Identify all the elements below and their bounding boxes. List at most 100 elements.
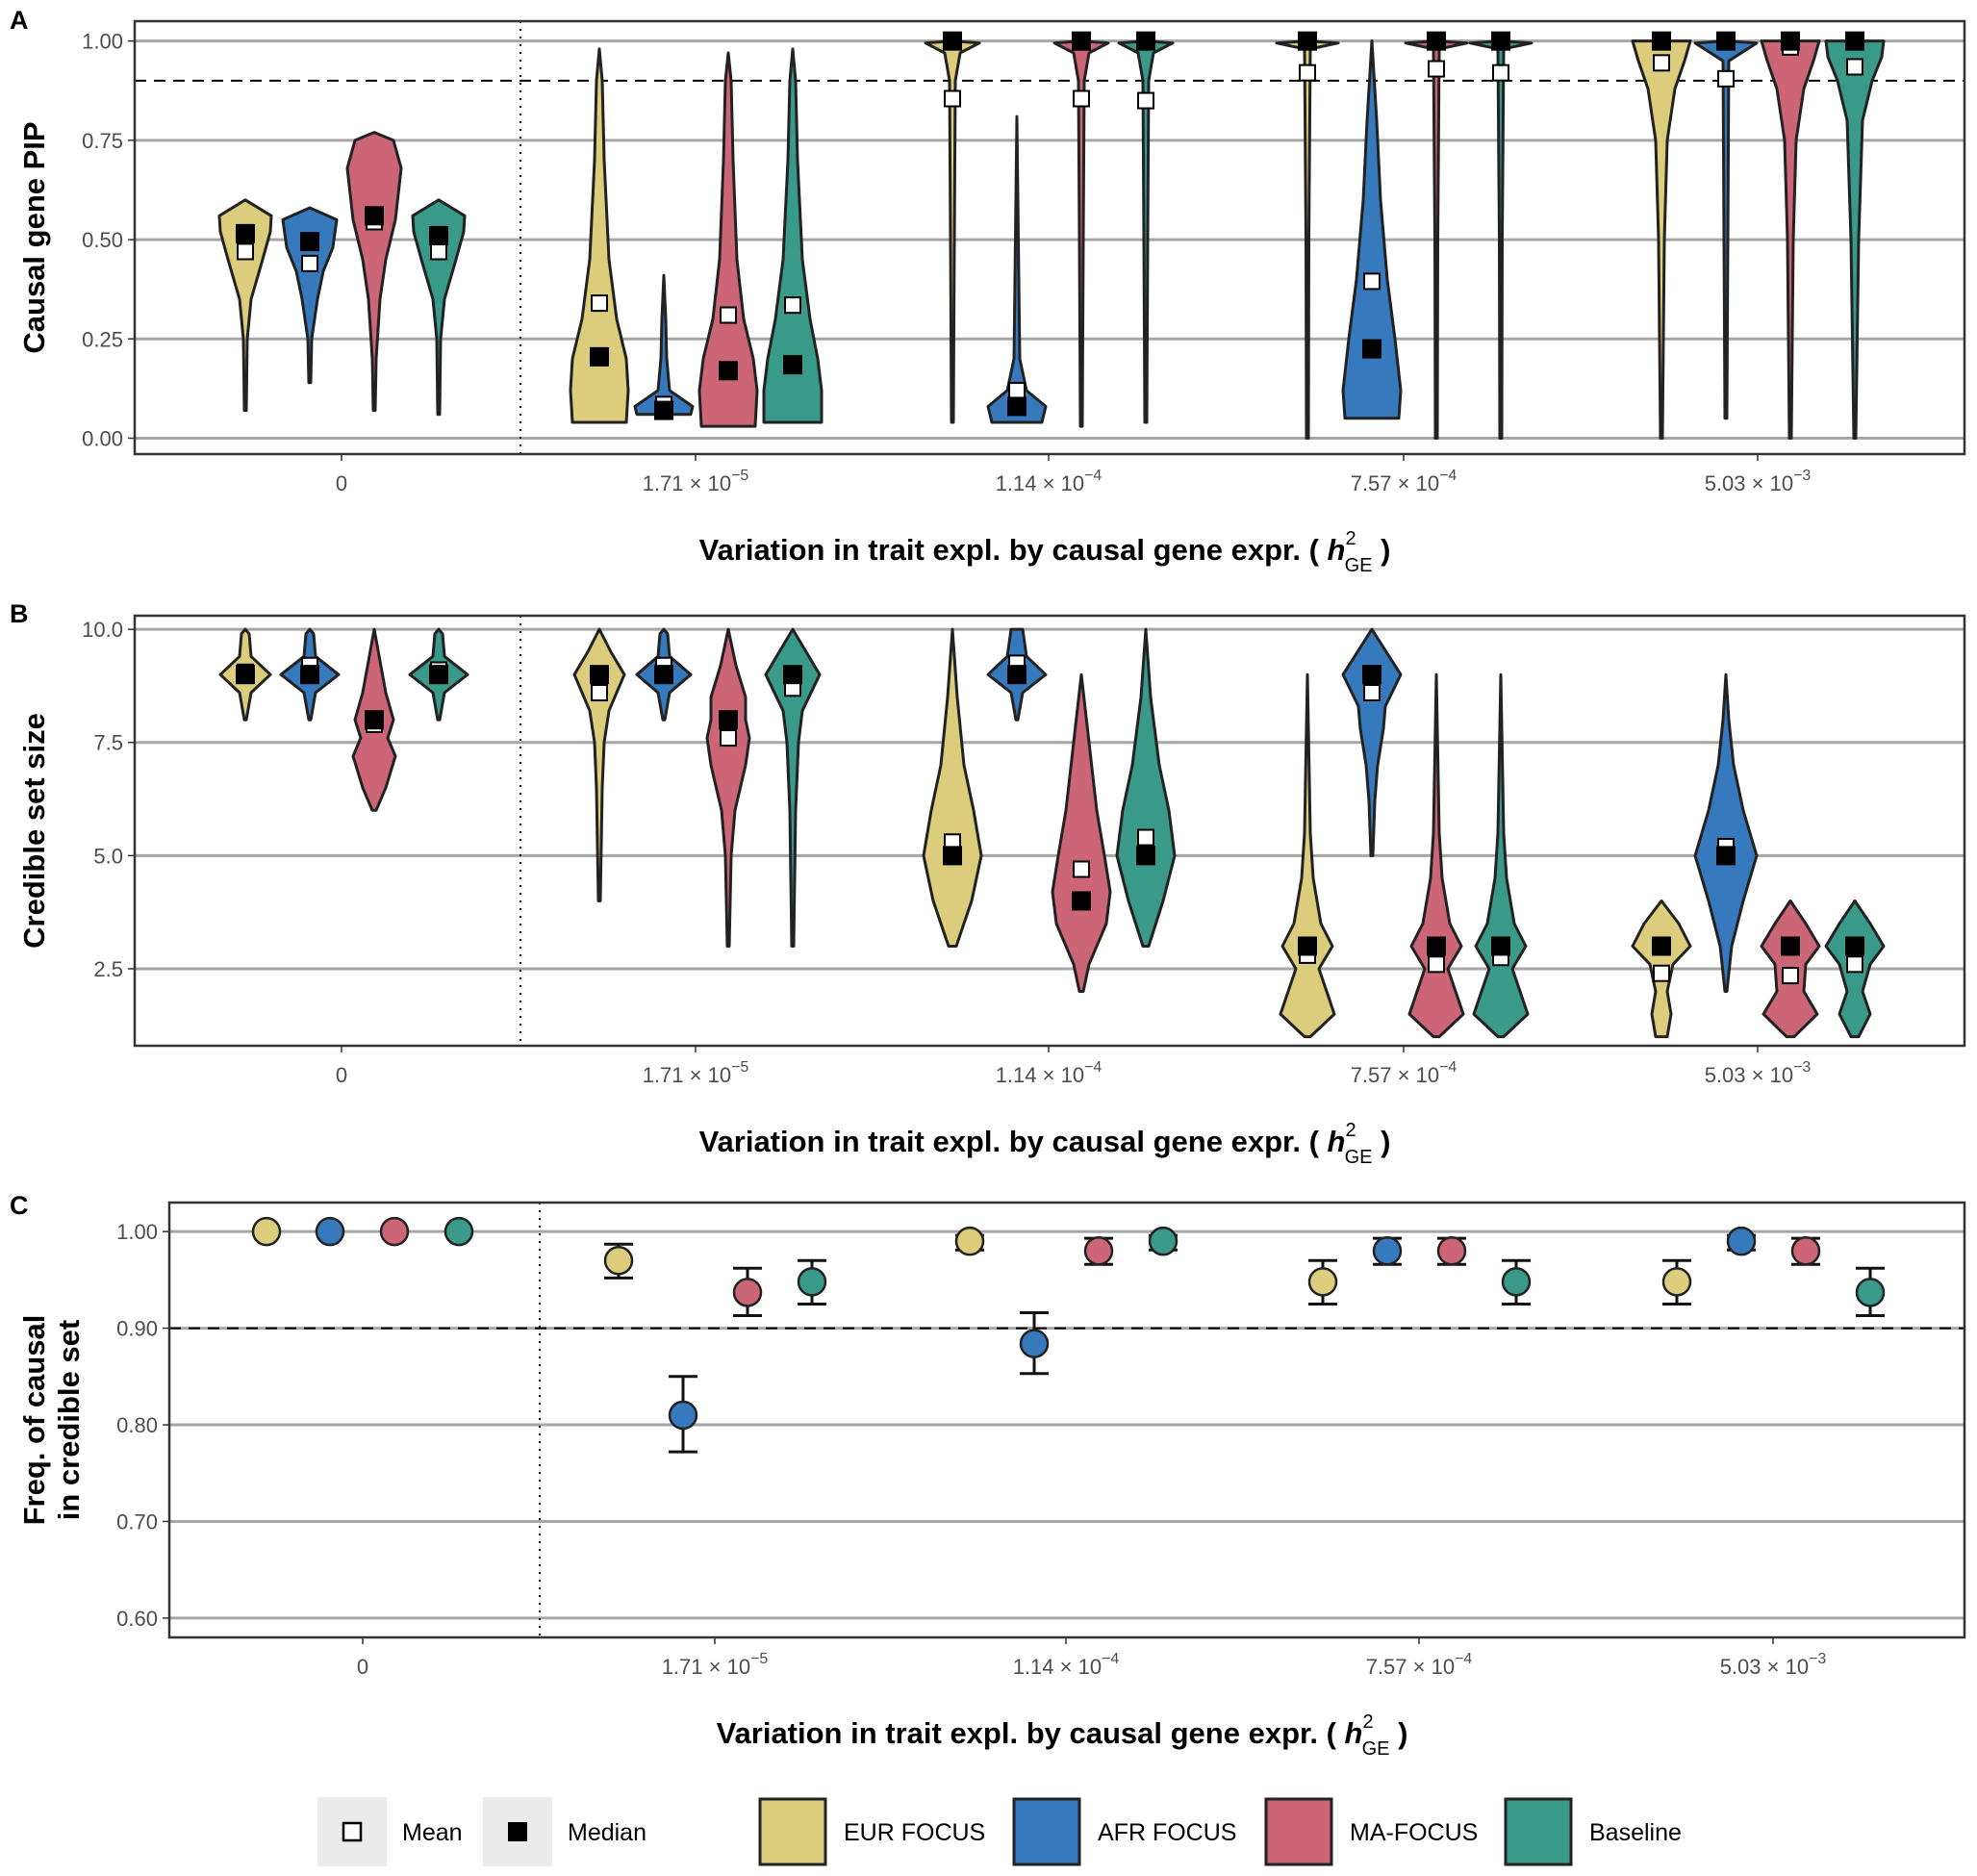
violin-afr-3	[1341, 39, 1403, 420]
median-marker-afr-1	[654, 665, 673, 685]
legend-label-afr-focus: AFR FOCUS	[1098, 1819, 1236, 1846]
violin-eur-0	[217, 198, 273, 413]
violin-base-2	[1115, 627, 1177, 948]
median-marker-eur-2	[943, 31, 962, 51]
point-eur-4	[1661, 1267, 1692, 1297]
mean-marker-base-4	[1846, 955, 1863, 974]
median-marker-ma-3	[1427, 936, 1446, 956]
legend-swatch-ma-focus	[1264, 1797, 1333, 1866]
point-eur-0	[251, 1216, 282, 1247]
point-ma-0	[379, 1216, 410, 1247]
y-tick-label: 2.5	[93, 957, 123, 981]
mean-marker-ma-1	[720, 306, 737, 324]
x-tick-label: 7.57 × 10−4	[1351, 468, 1457, 495]
median-marker-afr-0	[300, 665, 319, 685]
legend-label-baseline: Baseline	[1589, 1819, 1682, 1846]
median-marker-base-2	[1136, 846, 1155, 866]
y-tick-label: 0.60	[116, 1607, 158, 1631]
violin-ma-0	[345, 131, 403, 413]
panel-frame	[167, 1201, 1966, 1639]
x-tick-label: 1.71 × 10−5	[662, 1651, 769, 1679]
legend-swatch-afr-focus	[1012, 1797, 1081, 1866]
violin-base-0	[411, 198, 467, 417]
y-axis-title: Credible set size	[17, 713, 51, 949]
y-tick-label: 0.25	[82, 327, 123, 351]
median-marker-ma-1	[719, 710, 738, 730]
y-tick-label: 0.00	[82, 426, 123, 450]
x-tick-label: 5.03 × 10−3	[1705, 1059, 1812, 1087]
median-marker-ma-1	[719, 361, 738, 381]
mean-marker-afr-3	[1363, 683, 1381, 701]
mean-marker-eur-2	[944, 89, 961, 108]
violin-afr-1	[633, 273, 695, 417]
violin-afr-4	[1693, 39, 1759, 420]
point-base-4	[1855, 1278, 1886, 1307]
point-afr-4	[1726, 1226, 1757, 1256]
median-marker-base-4	[1845, 31, 1864, 51]
point-afr-0	[315, 1216, 345, 1247]
violin-eur-4	[1631, 39, 1692, 440]
x-tick-label: 5.03 × 10−3	[1720, 1651, 1827, 1679]
legend-label-ma-focus: MA-FOCUS	[1350, 1819, 1478, 1846]
x-tick-label: 7.57 × 10−4	[1366, 1651, 1473, 1679]
x-axis-title: Variation in trait expl. by causal gene …	[717, 1711, 1408, 1760]
median-marker-eur-2	[943, 846, 962, 866]
legend-median-square	[508, 1822, 527, 1841]
mean-marker-afr-4	[1717, 69, 1735, 88]
point-ma-4	[1790, 1235, 1821, 1266]
mean-marker-ma-2	[1073, 89, 1090, 108]
panel-label-b: B	[10, 599, 29, 628]
median-marker-ma-0	[365, 206, 384, 226]
median-marker-afr-2	[1007, 665, 1027, 685]
point-ma-1	[732, 1278, 763, 1307]
mean-marker-eur-3	[1299, 63, 1316, 82]
point-afr-1	[668, 1400, 698, 1431]
legend: Mean Median EUR FOCUS AFR FOCUS MA-FOCUS…	[317, 1797, 1682, 1866]
violin-afr-3	[1341, 627, 1403, 857]
median-marker-base-2	[1136, 31, 1155, 51]
panel-b-credible-set-violins: B 2.5 5.0 7.5 10.0 0 1.71 × 10−5 1.14 × 10−4 7.…	[10, 599, 1966, 1168]
violin-ma-2	[1051, 672, 1112, 993]
y-tick-label: 10.0	[82, 618, 123, 642]
mean-marker-afr-0	[301, 254, 318, 272]
median-marker-base-3	[1491, 936, 1510, 956]
point-eur-1	[603, 1246, 634, 1276]
violin-base-4	[1824, 39, 1886, 440]
median-marker-ma-2	[1072, 31, 1091, 51]
x-tick-label: 7.57 × 10−4	[1351, 1059, 1457, 1087]
median-marker-base-0	[429, 225, 448, 245]
x-tick-label: 0	[336, 471, 347, 495]
mean-marker-eur-1	[591, 683, 608, 701]
median-marker-ma-4	[1781, 936, 1800, 956]
median-marker-base-4	[1845, 936, 1864, 956]
point-eur-3	[1307, 1267, 1338, 1297]
median-marker-ma-2	[1072, 891, 1091, 911]
panel-frame	[133, 19, 1966, 456]
legend-label-mean: Mean	[402, 1819, 463, 1846]
median-marker-ma-3	[1427, 31, 1446, 51]
legend-mean-square	[342, 1821, 363, 1842]
mean-marker-ma-4	[1782, 967, 1799, 985]
y-tick-label: 0.50	[82, 228, 123, 252]
y-tick-label: 0.75	[82, 129, 123, 153]
point-base-0	[444, 1216, 474, 1247]
panel-label-a: A	[10, 6, 29, 35]
mean-marker-base-2	[1137, 91, 1154, 110]
point-base-2	[1148, 1226, 1179, 1256]
median-marker-base-0	[429, 665, 448, 685]
median-marker-eur-1	[590, 346, 609, 367]
violin-ma-1	[697, 51, 759, 428]
mean-marker-base-1	[784, 296, 801, 315]
violin-eur-1	[572, 627, 626, 902]
median-marker-eur-1	[590, 665, 609, 685]
legend-swatch-baseline	[1504, 1797, 1573, 1866]
x-tick-label: 1.14 × 10−4	[1013, 1651, 1120, 1679]
x-tick-label: 1.14 × 10−4	[996, 1059, 1103, 1087]
point-ma-3	[1436, 1235, 1467, 1266]
violin-afr-2	[986, 114, 1048, 424]
x-tick-label: 1.71 × 10−5	[643, 468, 749, 495]
point-afr-2	[1019, 1329, 1050, 1358]
y-axis-title-line2: in credible set	[52, 1320, 86, 1520]
legend-swatch-eur-focus	[758, 1797, 827, 1866]
mean-marker-eur-4	[1653, 54, 1670, 72]
